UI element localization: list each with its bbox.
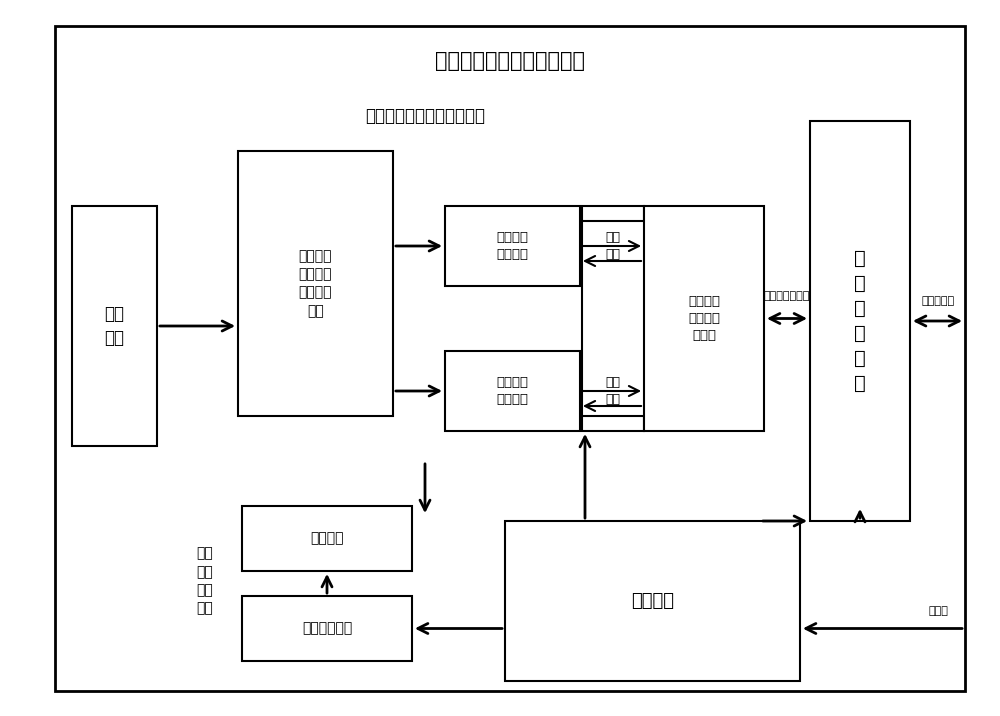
Text: 图像
控制: 图像 控制 bbox=[606, 231, 620, 261]
Text: 彩色红外共孔径成像敏感器: 彩色红外共孔径成像敏感器 bbox=[365, 107, 485, 125]
FancyBboxPatch shape bbox=[242, 596, 412, 661]
Text: 控制、测量: 控制、测量 bbox=[921, 296, 955, 306]
Text: 图像
控制: 图像 控制 bbox=[606, 376, 620, 406]
Text: 观测
目标: 观测 目标 bbox=[104, 305, 124, 347]
Text: 二维
伺服
指向
机构: 二维 伺服 指向 机构 bbox=[197, 546, 213, 616]
FancyBboxPatch shape bbox=[238, 151, 393, 416]
FancyBboxPatch shape bbox=[582, 221, 737, 416]
Text: 控制、通信数据: 控制、通信数据 bbox=[764, 291, 810, 301]
FancyBboxPatch shape bbox=[505, 521, 800, 681]
FancyBboxPatch shape bbox=[582, 206, 644, 286]
FancyBboxPatch shape bbox=[810, 121, 910, 521]
Text: 综
合
控
制
单
元: 综 合 控 制 单 元 bbox=[854, 249, 866, 393]
FancyBboxPatch shape bbox=[582, 351, 644, 431]
FancyBboxPatch shape bbox=[644, 206, 764, 431]
Text: 彩色红外
多光谱共
孔径光学
系统: 彩色红外 多光谱共 孔径光学 系统 bbox=[299, 249, 332, 318]
Text: 伺服控制驱动: 伺服控制驱动 bbox=[302, 621, 352, 636]
FancyBboxPatch shape bbox=[55, 26, 965, 691]
Text: 二次电源: 二次电源 bbox=[631, 592, 674, 610]
Text: 临近空间暗弱目标定向装置: 临近空间暗弱目标定向装置 bbox=[435, 51, 585, 71]
Text: 长波红外
成像模块: 长波红外 成像模块 bbox=[496, 376, 528, 406]
FancyBboxPatch shape bbox=[72, 206, 157, 446]
FancyBboxPatch shape bbox=[445, 351, 580, 431]
FancyBboxPatch shape bbox=[445, 206, 580, 286]
Text: 可见彩色
成像模块: 可见彩色 成像模块 bbox=[496, 231, 528, 261]
Text: 供配电: 供配电 bbox=[928, 606, 948, 616]
Text: 高速图像
与信息处
理模块: 高速图像 与信息处 理模块 bbox=[688, 295, 720, 342]
FancyBboxPatch shape bbox=[242, 506, 412, 571]
Text: 二维转台: 二维转台 bbox=[310, 531, 344, 546]
